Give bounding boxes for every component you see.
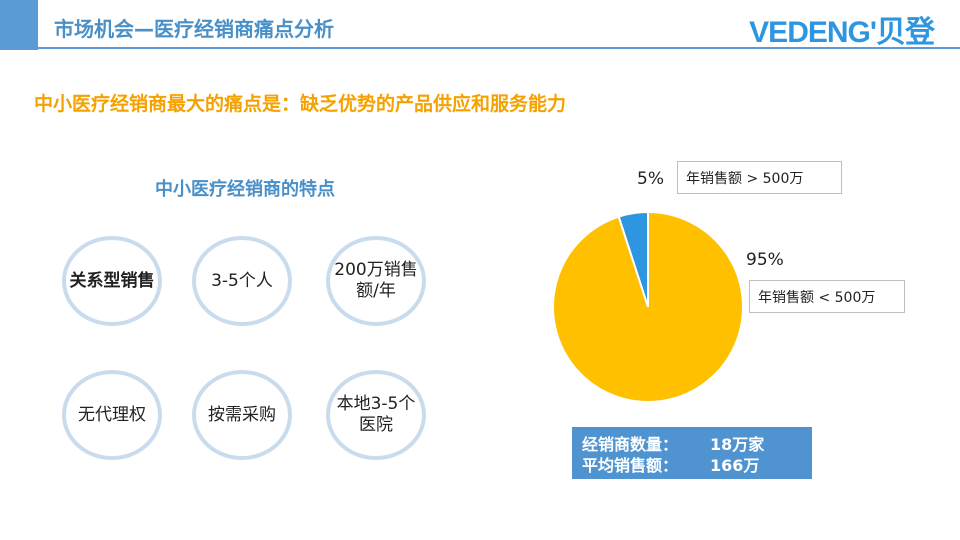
pie-label-major-percent: 95% bbox=[746, 250, 784, 270]
header-corner-block bbox=[0, 0, 38, 50]
avg-sales-value: 166万 bbox=[710, 455, 760, 475]
pie-slice-1 bbox=[552, 210, 744, 403]
avg-sales-row: 平均销售额： 166万 bbox=[582, 453, 802, 475]
dealer-count-label: 经销商数量： bbox=[582, 434, 679, 454]
brand-logo: VEDENG'贝登 bbox=[749, 16, 935, 49]
feature-circle-annual-sales: 200万销售额/年 bbox=[326, 236, 426, 326]
pie-legend-over-500: 年销售额 > 500万 bbox=[677, 161, 842, 194]
feature-circle-on-demand: 按需采购 bbox=[192, 370, 292, 460]
dealer-count-value: 18万家 bbox=[710, 434, 765, 454]
page-title: 市场机会—医疗经销商痛点分析 bbox=[54, 17, 334, 41]
feature-circle-relationship-sales: 关系型销售 bbox=[62, 236, 162, 326]
feature-circle-team-size: 3-5个人 bbox=[192, 236, 292, 326]
feature-circle-no-agency: 无代理权 bbox=[62, 370, 162, 460]
pie-legend-under-500: 年销售额 < 500万 bbox=[749, 280, 905, 313]
feature-circle-local-hospitals: 本地3-5个医院 bbox=[326, 370, 426, 460]
pain-point-headline: 中小医疗经销商最大的痛点是：缺乏优势的产品供应和服务能力 bbox=[34, 93, 567, 115]
features-section-title: 中小医疗经销商的特点 bbox=[155, 179, 335, 200]
dealer-stats-box: 经销商数量： 18万家 平均销售额： 166万 bbox=[572, 427, 812, 479]
avg-sales-label: 平均销售额： bbox=[582, 455, 679, 475]
pie-label-minor-percent: 5% bbox=[637, 169, 664, 189]
dealer-count-row: 经销商数量： 18万家 bbox=[582, 432, 802, 454]
header-divider bbox=[38, 47, 960, 49]
